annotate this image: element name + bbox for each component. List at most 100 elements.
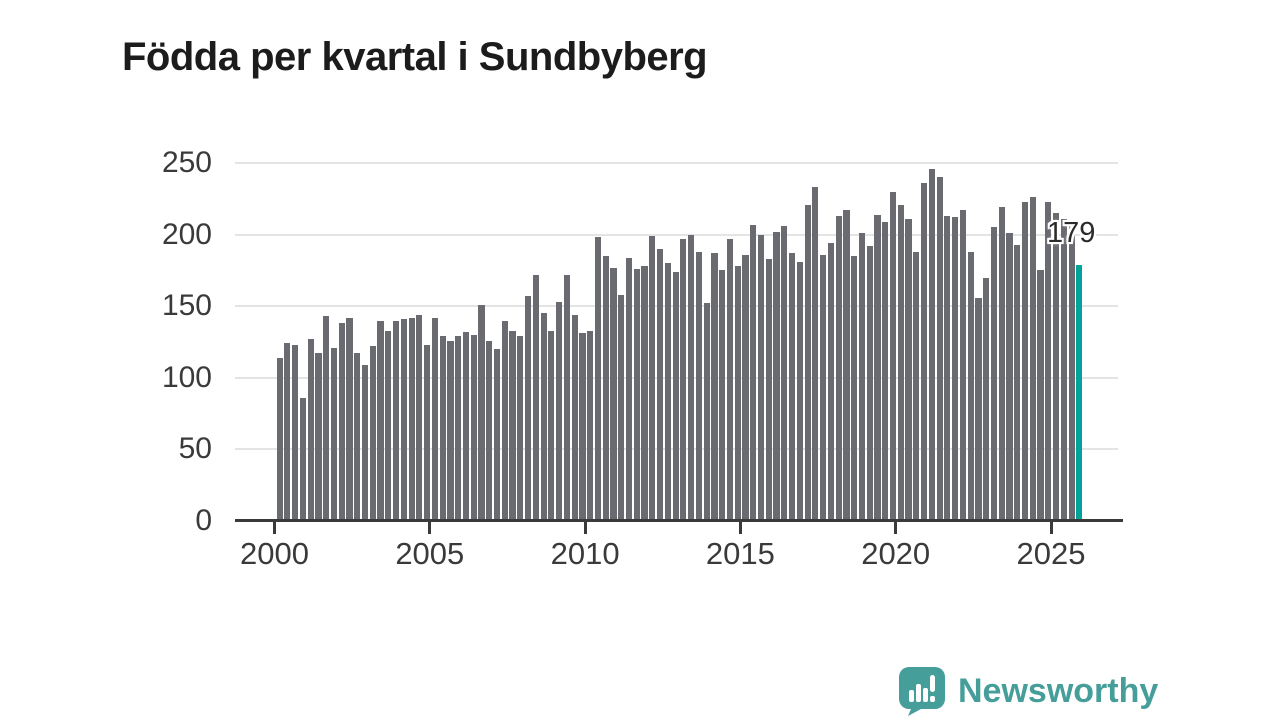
bar <box>338 323 345 521</box>
x-axis-line <box>235 519 1123 522</box>
bar <box>579 333 586 521</box>
bar <box>470 334 477 521</box>
bar <box>843 210 850 521</box>
x-axis-tick <box>428 522 432 534</box>
bar <box>959 210 966 521</box>
bar <box>431 317 438 521</box>
y-axis-label: 250 <box>161 146 212 179</box>
bar <box>478 304 485 521</box>
bar <box>998 207 1005 521</box>
bar <box>672 271 679 521</box>
bar <box>703 303 710 521</box>
bar <box>835 215 842 521</box>
bar <box>346 317 353 521</box>
bar <box>625 257 633 521</box>
bar <box>742 254 749 521</box>
bar <box>757 234 765 521</box>
bar <box>913 251 920 521</box>
bar <box>416 314 423 521</box>
bar <box>400 319 407 521</box>
bar <box>711 253 718 521</box>
y-axis-label: 0 <box>195 504 212 537</box>
bar <box>594 237 602 521</box>
bar <box>602 256 609 521</box>
bar <box>292 344 299 521</box>
bar <box>408 317 415 521</box>
bar <box>315 353 322 521</box>
bar <box>330 347 338 521</box>
bar <box>812 187 819 521</box>
bar <box>750 224 757 521</box>
bar <box>719 270 726 521</box>
x-axis-label: 2015 <box>705 536 775 571</box>
bar <box>284 343 291 521</box>
bar <box>307 339 314 521</box>
bar <box>1068 223 1075 521</box>
bar <box>1021 201 1029 521</box>
bar <box>851 256 858 521</box>
bar <box>439 336 446 521</box>
bar <box>889 191 897 521</box>
bar <box>866 246 873 521</box>
bar <box>664 263 671 521</box>
bar <box>874 214 881 521</box>
bar <box>975 297 982 521</box>
bar <box>858 233 866 521</box>
bar <box>548 330 555 521</box>
newsworthy-logo: Newsworthy <box>898 666 1158 716</box>
bar <box>361 364 369 521</box>
bar <box>385 330 392 521</box>
bar <box>656 248 664 521</box>
y-axis-label: 50 <box>178 432 212 466</box>
bar <box>952 217 959 521</box>
bar <box>1037 270 1044 521</box>
bar <box>649 236 656 521</box>
bar <box>540 313 547 521</box>
bar <box>532 274 539 521</box>
bar <box>827 243 834 521</box>
bar <box>726 238 734 521</box>
bar <box>1014 244 1021 521</box>
bar <box>781 226 788 521</box>
bar <box>920 183 928 521</box>
bar <box>928 168 935 521</box>
bar <box>765 258 772 521</box>
x-axis-label: 2010 <box>550 536 620 571</box>
bar <box>377 320 384 521</box>
bar <box>688 234 695 521</box>
bar <box>773 231 780 521</box>
bar <box>882 221 889 521</box>
bar <box>1006 233 1013 521</box>
y-axis-label: 200 <box>161 217 212 251</box>
x-axis-tick <box>738 522 742 534</box>
x-axis-tick <box>583 522 587 534</box>
x-axis-tick <box>894 522 898 534</box>
x-axis-label: 2005 <box>395 536 465 571</box>
bar <box>610 267 617 521</box>
bar <box>392 320 400 521</box>
bar <box>424 344 431 521</box>
bar <box>1045 201 1052 521</box>
bar <box>788 253 796 521</box>
bar <box>501 320 508 521</box>
bar <box>517 336 524 521</box>
bar <box>804 204 811 521</box>
bar <box>524 296 532 521</box>
y-axis-label: 150 <box>161 289 212 323</box>
bar <box>563 274 570 521</box>
newsworthy-logo-icon <box>898 666 946 716</box>
x-axis-tick <box>1049 522 1053 534</box>
bar <box>556 301 563 521</box>
bar <box>695 251 702 521</box>
bar <box>618 294 625 521</box>
bar <box>354 353 361 521</box>
bar <box>680 238 687 521</box>
bar <box>897 204 904 521</box>
bar <box>276 357 283 521</box>
x-axis-label: 2000 <box>240 536 309 571</box>
gridline <box>235 162 1118 164</box>
bar <box>641 266 648 521</box>
bar <box>493 349 501 521</box>
x-axis-label: 2020 <box>861 536 931 571</box>
bar <box>967 251 974 521</box>
